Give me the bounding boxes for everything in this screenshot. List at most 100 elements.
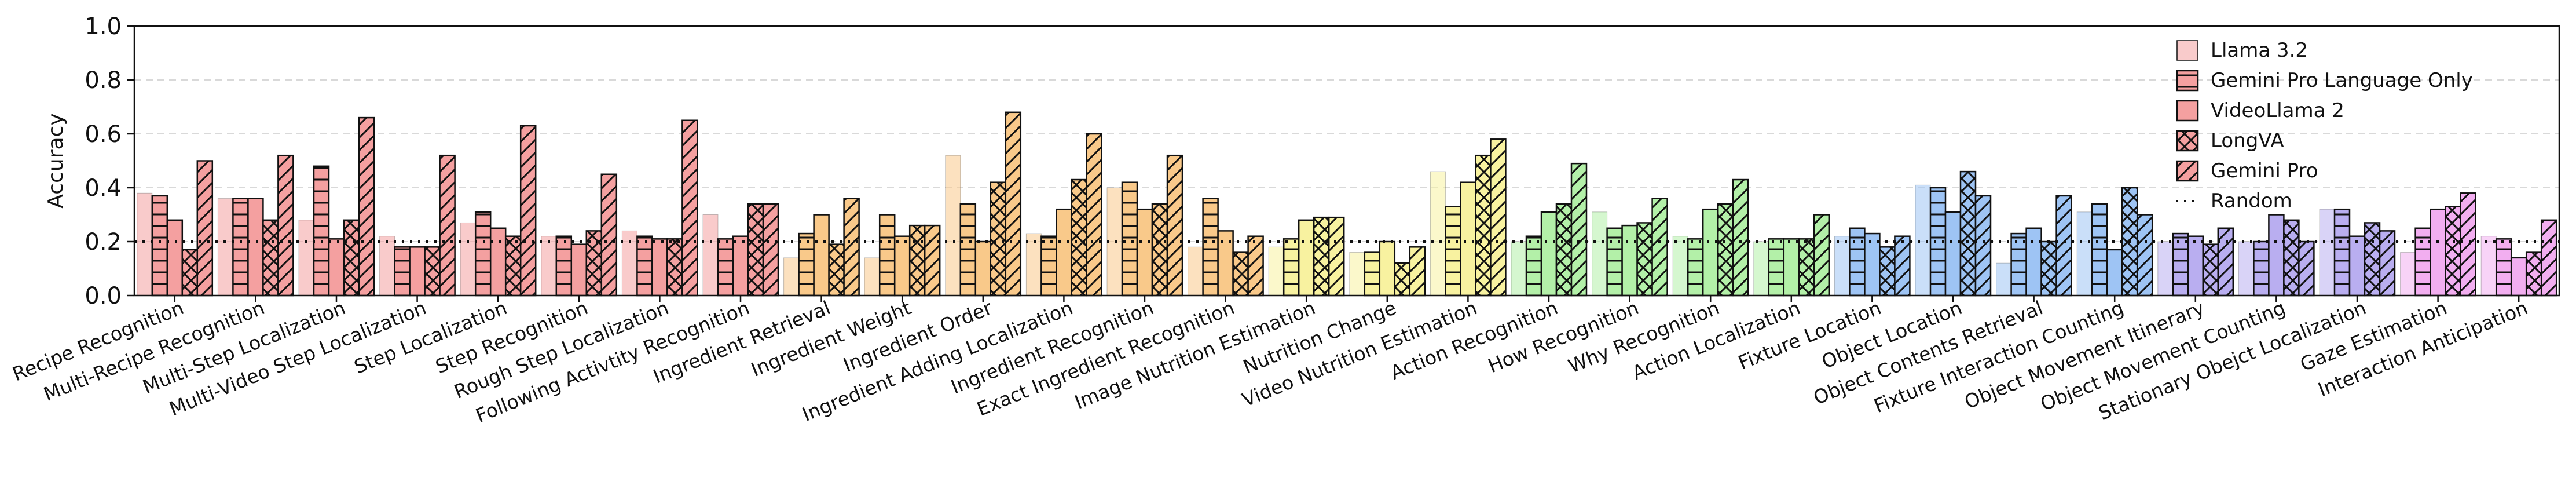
bar [1732,178,1749,297]
bar [1202,198,1219,297]
bar [1071,178,1087,297]
bar [843,198,860,297]
bar [1915,184,1931,296]
bar [893,235,911,297]
bar [137,192,153,296]
bar [1753,241,1769,296]
bar [1151,203,1168,297]
bar [439,154,456,297]
bar [2172,232,2189,297]
bar [166,219,184,297]
bar [2430,208,2446,297]
bar [1511,241,1527,296]
bar [358,116,375,297]
bar [2525,251,2542,297]
bar [424,246,441,297]
y-tick-label: 0.4 [85,175,122,202]
bar [277,154,294,297]
bar [1717,203,1734,297]
bar [2510,257,2527,297]
bar [1005,111,1022,297]
y-tick-label: 1.0 [85,13,122,40]
bar [1394,262,1411,297]
bar [1121,181,1138,297]
bar [1430,171,1446,296]
bar [1959,170,1977,297]
bar [541,236,557,296]
legend-item: Llama 3.2 [2176,39,2308,62]
legend: Llama 3.2 Gemini Pro Language Only VideoLl… [2176,39,2473,213]
bar [600,173,618,297]
bar [636,235,653,297]
bar [798,232,815,297]
bar [1768,238,1785,297]
bar [2091,203,2108,297]
bar [1040,235,1057,297]
bar [151,195,168,297]
bar [2379,230,2396,297]
legend-item: Gemini Pro Language Only [2176,69,2473,92]
y-axis-label: Accuracy [44,113,68,208]
bar [1834,236,1850,296]
bar [1672,236,1688,296]
bar [343,219,360,297]
bar [1056,208,1072,297]
bar [1702,208,1719,297]
bar [379,236,395,296]
bar [1349,252,1365,296]
bar [409,246,426,297]
bar [1025,233,1042,296]
bar [474,211,492,297]
bar [1475,154,1492,297]
bar [2157,241,2174,296]
bar [717,238,734,297]
bar [1247,235,1264,297]
y-tick-label: 0.8 [85,67,122,94]
bar [702,214,719,296]
bar [247,198,264,297]
bar [828,243,845,297]
bar [2319,209,2335,296]
plot-frame [133,25,2560,297]
bar [1864,232,1881,297]
bar [2238,241,2254,296]
y-tick-label: 0.2 [85,229,122,256]
bar [681,119,698,297]
bar [570,243,588,297]
legend-label: Llama 3.2 [2211,39,2308,62]
bar [974,240,992,297]
bar [1525,235,1542,297]
bar [945,155,961,296]
bar [2283,219,2300,297]
y-tick-label: 0.0 [85,283,122,309]
legend-item: Gemini Pro [2176,159,2318,183]
bar [1364,251,1381,297]
bar [217,198,233,296]
bar [2540,219,2557,297]
legend-item: Random [2176,189,2292,213]
bar [2136,214,2153,297]
bar [2364,222,2381,297]
bar [783,257,800,296]
bar [181,249,199,297]
bar [990,181,1007,297]
bar [1636,222,1653,297]
bar [762,203,779,297]
axes [127,25,2560,302]
bar [460,222,476,296]
bar [1621,224,1638,297]
bar [864,257,880,296]
bar [1232,251,1249,297]
bar [1996,262,2012,296]
bar [1540,211,1558,297]
bar [2348,235,2366,297]
bar [1974,195,1992,297]
bar [2268,214,2285,297]
bar [1298,219,1315,297]
bar [2445,206,2461,297]
bar [1606,227,1623,297]
bar [1282,238,1300,297]
bar [2253,240,2270,297]
